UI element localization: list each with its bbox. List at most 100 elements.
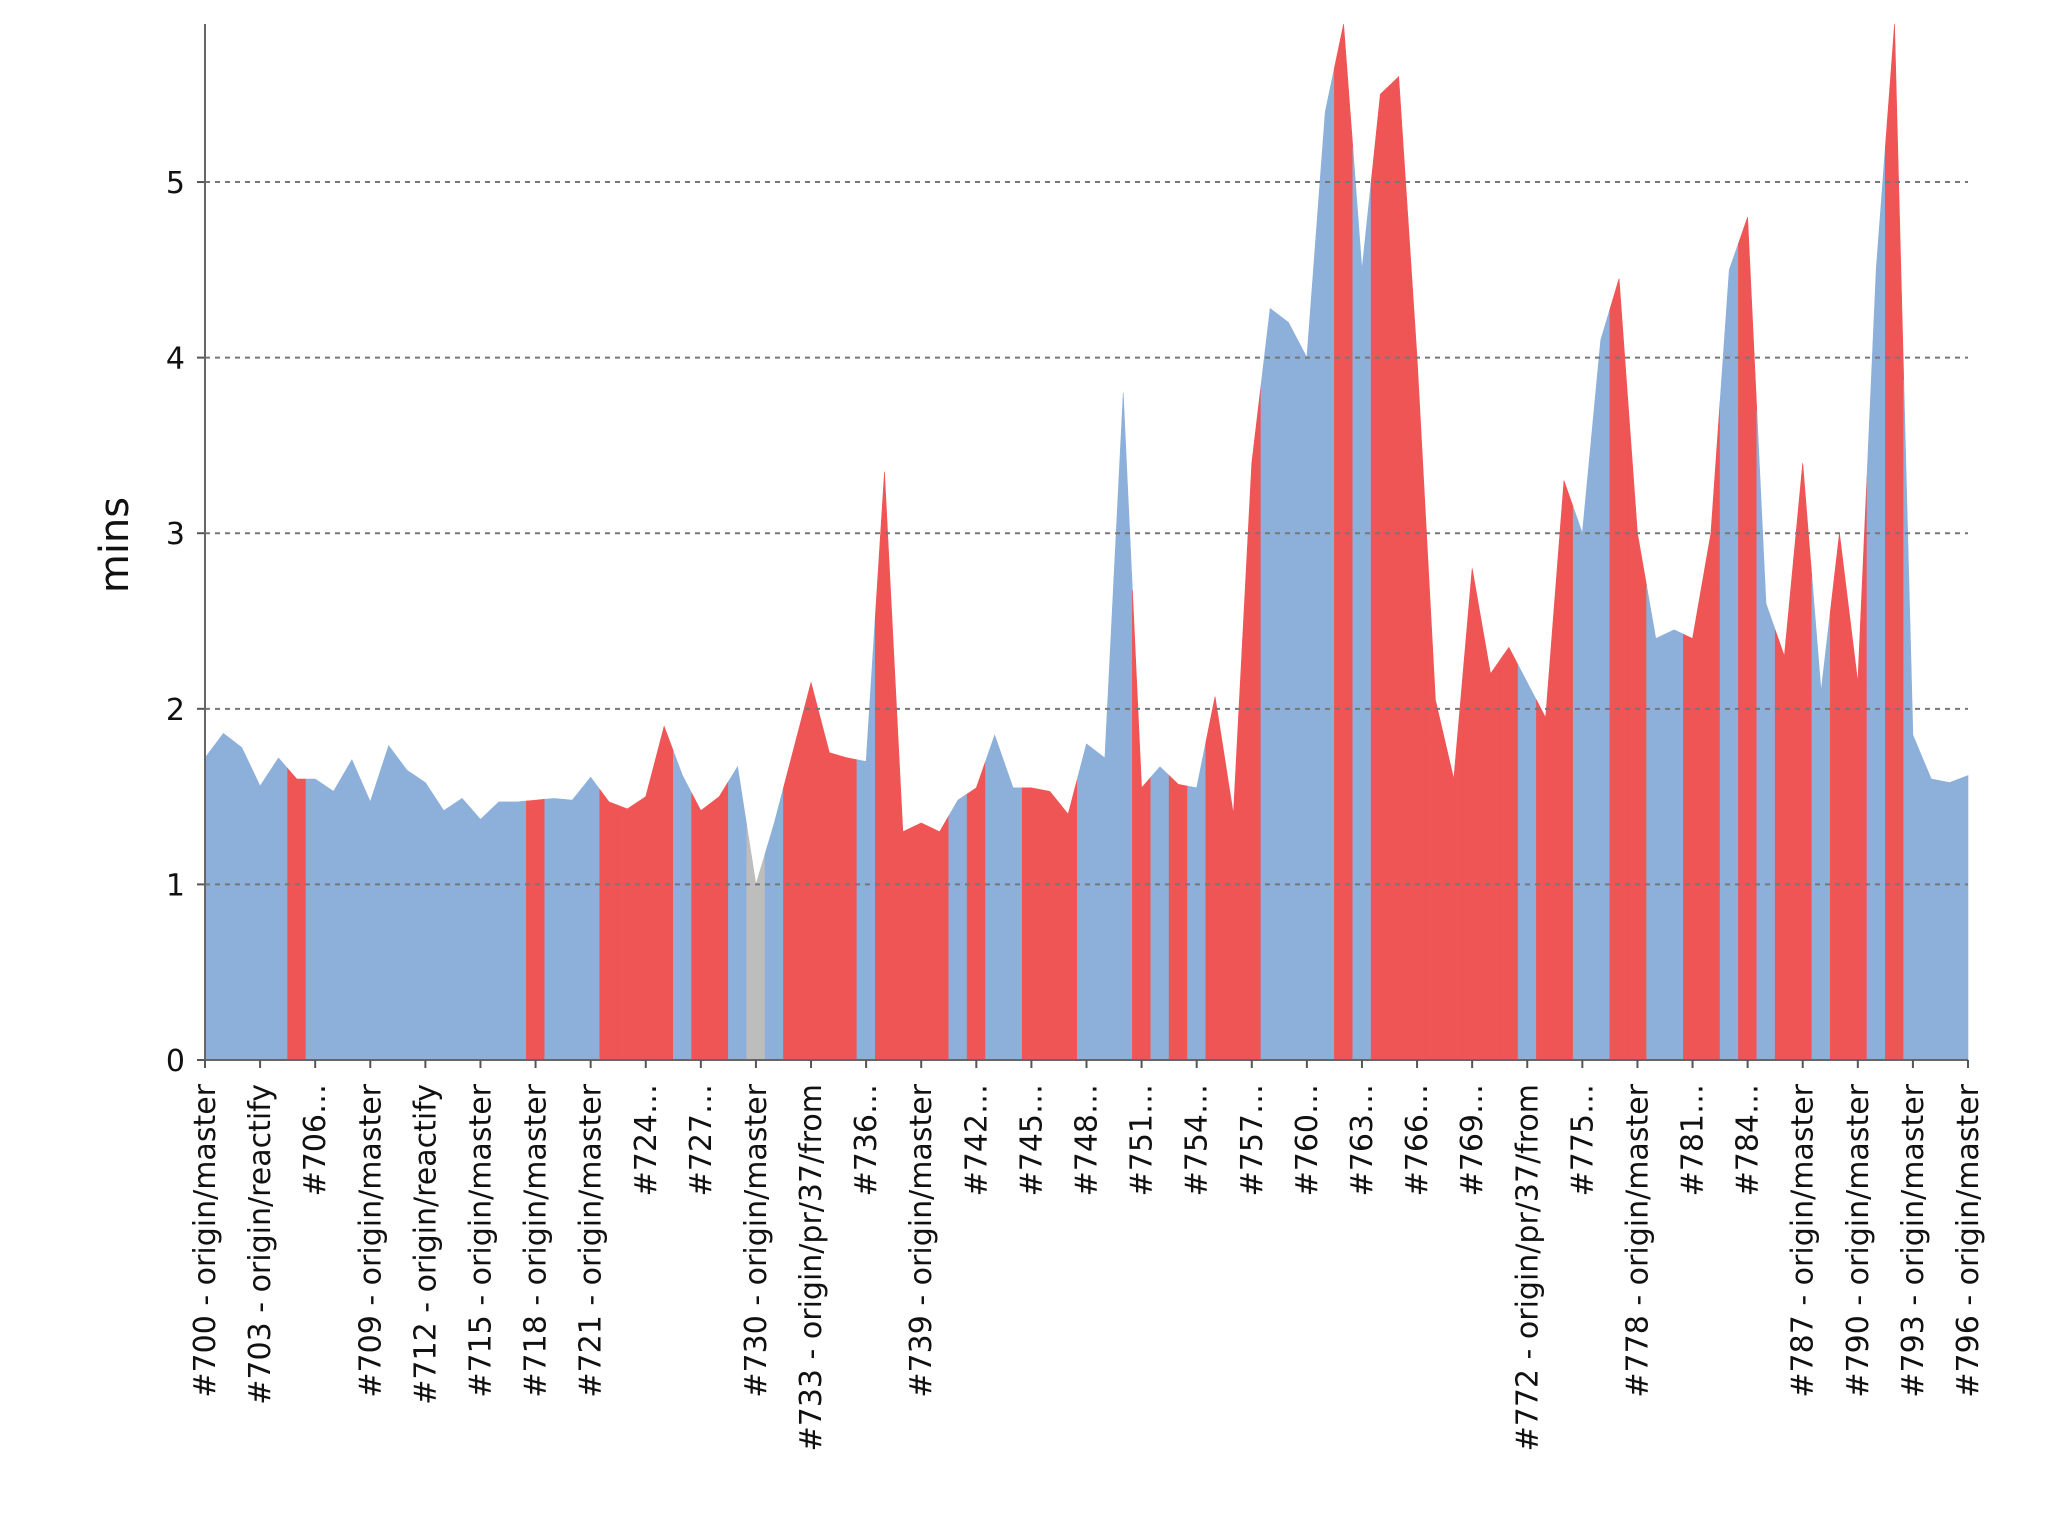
build-area	[1260, 307, 1280, 1061]
build-area	[1407, 217, 1427, 1061]
build-area	[966, 761, 986, 1061]
build-area	[893, 651, 913, 1061]
x-tick-label: #730 - origin/master	[739, 1083, 774, 1397]
build-area	[1958, 775, 1969, 1061]
build-area	[617, 802, 637, 1061]
build-area	[636, 761, 656, 1061]
build-area	[1738, 217, 1758, 1061]
build-area	[1021, 787, 1041, 1061]
build-area	[1848, 476, 1868, 1061]
x-tick-label: #703 - origin/reactify	[243, 1084, 278, 1405]
build-area	[1279, 314, 1298, 1061]
build-area	[1701, 401, 1721, 1061]
x-tick-label: #706…	[298, 1084, 333, 1196]
build-area	[1389, 76, 1409, 1061]
build-area	[1554, 480, 1574, 1061]
build-area	[1719, 243, 1739, 1061]
x-tick-label: #715 - origin/master	[463, 1083, 498, 1397]
x-tick-label: #772 - origin/pr/37/from	[1510, 1084, 1545, 1451]
build-area	[1627, 405, 1647, 1061]
x-tick-label: #736…	[849, 1084, 884, 1196]
x-tick-label: #712 - origin/reactify	[408, 1084, 443, 1405]
build-area	[250, 766, 270, 1061]
build-area	[562, 787, 582, 1061]
x-tick-label: #766…	[1400, 1084, 1435, 1196]
build-area	[1462, 568, 1482, 1061]
build-area	[305, 778, 325, 1061]
build-area	[1664, 629, 1684, 1061]
build-area	[1003, 761, 1023, 1061]
build-area	[434, 795, 454, 1061]
build-area	[1481, 620, 1501, 1061]
y-tick-label: 3	[166, 517, 185, 552]
build-area	[746, 825, 766, 1061]
x-tick-label: #757…	[1235, 1084, 1270, 1196]
build-area	[1591, 309, 1611, 1061]
build-area	[1885, 23, 1905, 1061]
build-area	[1609, 278, 1629, 1061]
x-tick-label: #754…	[1180, 1084, 1215, 1196]
build-area	[1168, 774, 1188, 1061]
build-area	[1040, 789, 1060, 1061]
build-area	[204, 744, 215, 1061]
build-area	[324, 774, 344, 1061]
build-area	[1242, 385, 1262, 1061]
build-area	[1352, 146, 1372, 1061]
build-area	[1187, 742, 1207, 1061]
build-area	[1205, 696, 1225, 1061]
x-tick-label: #724…	[629, 1084, 664, 1196]
build-area	[691, 792, 711, 1061]
build-area	[1425, 528, 1445, 1061]
build-area	[1444, 673, 1464, 1061]
x-tick-label: #787 - origin/master	[1786, 1083, 1821, 1397]
x-tick-label: #763…	[1345, 1084, 1380, 1196]
x-tick-label: #742…	[959, 1084, 994, 1196]
build-area	[985, 734, 1005, 1061]
build-area	[470, 808, 490, 1061]
x-tick-label: #718 - origin/master	[519, 1083, 554, 1397]
x-tick-label: #778 - origin/master	[1620, 1083, 1655, 1397]
build-area	[838, 754, 858, 1061]
build-area	[379, 745, 399, 1061]
build-area	[489, 801, 509, 1061]
build-area	[1572, 436, 1592, 1061]
x-tick-label: #727…	[684, 1084, 719, 1196]
build-area	[544, 798, 564, 1061]
build-area	[1811, 577, 1831, 1061]
build-area	[1921, 756, 1941, 1061]
build-area	[507, 800, 527, 1061]
build-area	[1903, 379, 1923, 1061]
build-area	[287, 767, 307, 1061]
build-area	[911, 822, 931, 1061]
y-axis-label: mins	[92, 497, 138, 593]
build-area	[213, 732, 233, 1061]
build-area	[342, 759, 362, 1061]
build-area	[360, 773, 380, 1061]
y-tick-label: 5	[166, 166, 185, 201]
build-area	[801, 681, 821, 1061]
x-tick-label: #709 - origin/master	[353, 1083, 388, 1397]
build-area	[819, 717, 839, 1061]
build-area	[930, 814, 950, 1061]
x-tick-label: #760…	[1290, 1084, 1325, 1196]
build-area	[654, 725, 674, 1061]
build-area	[856, 616, 876, 1061]
build-area	[728, 765, 748, 1061]
build-area	[1646, 585, 1666, 1061]
build-area	[268, 757, 288, 1061]
y-tick-label: 1	[166, 868, 185, 903]
x-tick-label: #790 - origin/master	[1841, 1083, 1876, 1397]
build-area	[1132, 590, 1152, 1061]
x-tick-label: #784…	[1731, 1084, 1766, 1196]
build-area	[1095, 575, 1115, 1061]
x-tick-label: #739 - origin/master	[904, 1083, 939, 1397]
x-tick-label: #796 - origin/master	[1951, 1083, 1986, 1397]
build-area	[875, 471, 894, 1061]
build-area	[672, 750, 692, 1061]
build-area	[1774, 559, 1794, 1061]
build-area	[232, 739, 252, 1061]
build-area	[599, 788, 619, 1061]
build-area	[1866, 146, 1886, 1061]
